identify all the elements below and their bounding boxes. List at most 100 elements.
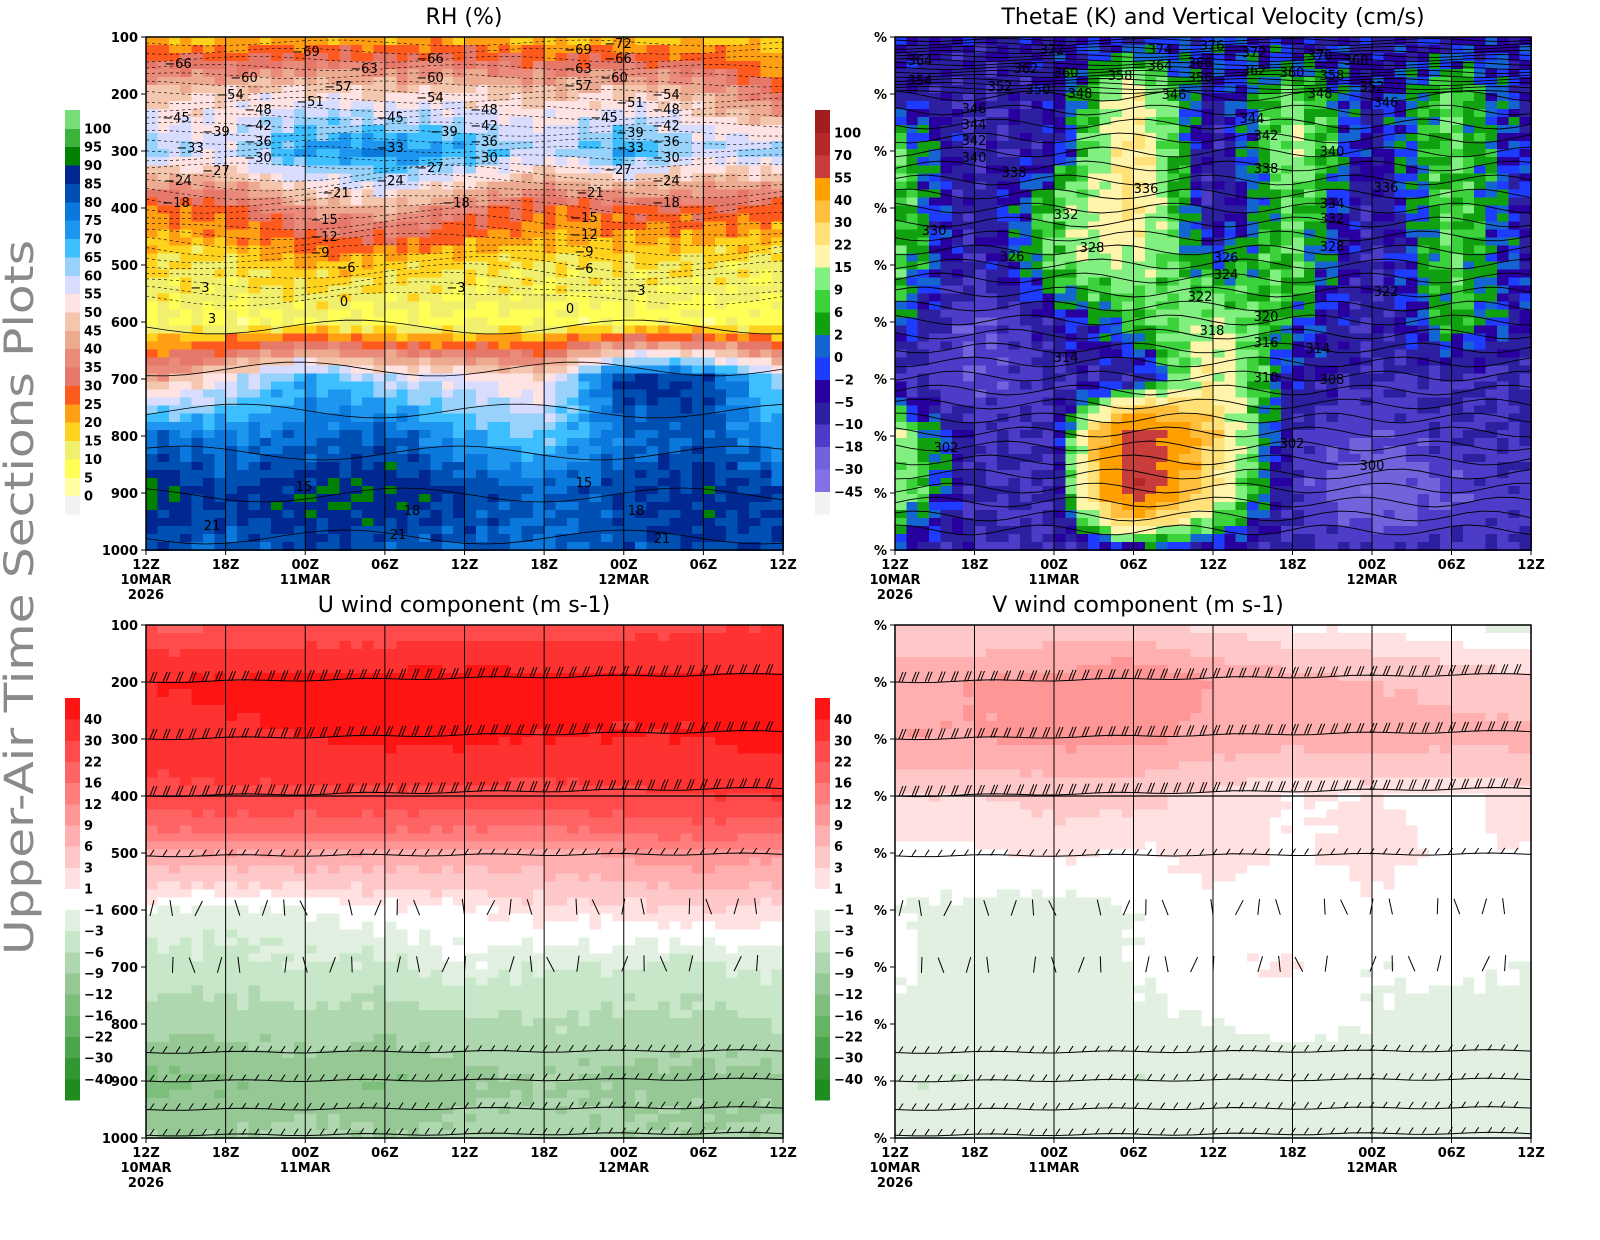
field-cell bbox=[1440, 93, 1452, 102]
field-cell bbox=[214, 189, 226, 198]
colorbar-swatch bbox=[65, 147, 80, 166]
field-cell bbox=[692, 350, 704, 359]
field-cell bbox=[918, 45, 930, 54]
field-cell bbox=[601, 133, 613, 142]
field-cell bbox=[351, 181, 363, 190]
field-cell bbox=[1508, 45, 1520, 54]
field-cell bbox=[430, 358, 442, 367]
field-cell bbox=[772, 133, 784, 142]
field-cell bbox=[214, 534, 226, 543]
field-cell bbox=[487, 470, 499, 479]
field-cell bbox=[237, 486, 249, 495]
field-cell bbox=[1440, 141, 1452, 150]
field-cell bbox=[544, 518, 556, 527]
field-cell bbox=[385, 93, 397, 102]
field-cell bbox=[305, 438, 317, 447]
field-cell bbox=[952, 37, 964, 46]
field-cell bbox=[510, 37, 522, 46]
field-cell bbox=[703, 462, 715, 471]
field-cell bbox=[214, 358, 226, 367]
field-cell bbox=[408, 486, 420, 495]
field-cell bbox=[430, 398, 442, 407]
field-cell bbox=[226, 45, 238, 54]
field-cell bbox=[203, 253, 215, 262]
field-cell bbox=[578, 157, 590, 166]
field-cell bbox=[499, 77, 511, 86]
v-wind-panel-title: V wind component (m s-1) bbox=[992, 593, 1284, 618]
field-cell bbox=[647, 53, 659, 62]
field-cell bbox=[703, 366, 715, 375]
colorbar-label: 65 bbox=[84, 251, 102, 266]
field-cell bbox=[556, 526, 568, 535]
field-cell bbox=[635, 173, 647, 182]
field-cell bbox=[692, 53, 704, 62]
field-cell bbox=[237, 526, 249, 535]
field-cell bbox=[339, 221, 351, 230]
colorbar-swatch bbox=[65, 422, 80, 441]
field-cell bbox=[157, 93, 169, 102]
field-cell bbox=[351, 342, 363, 351]
field-cell bbox=[487, 318, 499, 327]
field-cell bbox=[1088, 181, 1100, 190]
field-cell bbox=[1202, 197, 1214, 206]
field-cell bbox=[906, 165, 918, 174]
field-cell bbox=[703, 93, 715, 102]
field-cell bbox=[374, 494, 386, 503]
field-cell bbox=[430, 109, 442, 118]
field-cell bbox=[612, 454, 624, 463]
field-cell bbox=[271, 318, 283, 327]
field-cell bbox=[465, 350, 477, 359]
field-cell bbox=[906, 125, 918, 134]
field-cell bbox=[214, 438, 226, 447]
field-cell bbox=[351, 93, 363, 102]
field-cell bbox=[578, 526, 590, 535]
field-cell bbox=[726, 382, 738, 391]
field-cell bbox=[283, 390, 295, 399]
field-cell bbox=[442, 342, 454, 351]
field-cell bbox=[283, 366, 295, 375]
field-cell bbox=[703, 133, 715, 142]
field-cell bbox=[726, 85, 738, 94]
field-cell bbox=[533, 165, 545, 174]
field-cell bbox=[374, 406, 386, 415]
field-cell bbox=[1452, 53, 1464, 62]
field-cell bbox=[590, 334, 602, 343]
field-cell bbox=[214, 342, 226, 351]
field-cell bbox=[749, 85, 761, 94]
field-cell bbox=[248, 382, 260, 391]
field-cell bbox=[1406, 173, 1418, 182]
field-cell bbox=[351, 45, 363, 54]
field-cell bbox=[772, 430, 784, 439]
field-cell bbox=[214, 77, 226, 86]
field-cell bbox=[419, 213, 431, 222]
field-cell bbox=[772, 261, 784, 270]
field-cell bbox=[556, 318, 568, 327]
field-cell bbox=[396, 237, 408, 246]
field-cell bbox=[453, 462, 465, 471]
field-cell bbox=[1406, 117, 1418, 126]
field-cell bbox=[351, 438, 363, 447]
field-cell bbox=[419, 398, 431, 407]
field-cell bbox=[738, 406, 750, 415]
field-cell bbox=[521, 318, 533, 327]
field-cell bbox=[1020, 181, 1032, 190]
field-cell bbox=[760, 69, 772, 78]
field-cell bbox=[339, 374, 351, 383]
field-cell bbox=[237, 37, 249, 46]
field-cell bbox=[203, 350, 215, 359]
field-cell bbox=[453, 229, 465, 238]
field-cell bbox=[1031, 181, 1043, 190]
field-cell bbox=[328, 502, 340, 511]
rh-panel-title: RH (%) bbox=[426, 5, 503, 30]
field-cell bbox=[692, 165, 704, 174]
field-cell bbox=[556, 221, 568, 230]
field-cell bbox=[544, 310, 556, 319]
field-cell bbox=[328, 422, 340, 431]
field-cell bbox=[612, 229, 624, 238]
field-cell bbox=[703, 181, 715, 190]
field-cell bbox=[294, 326, 306, 335]
field-cell bbox=[192, 358, 204, 367]
field-cell bbox=[419, 358, 431, 367]
field-cell bbox=[1043, 149, 1055, 158]
field-cell bbox=[749, 414, 761, 423]
